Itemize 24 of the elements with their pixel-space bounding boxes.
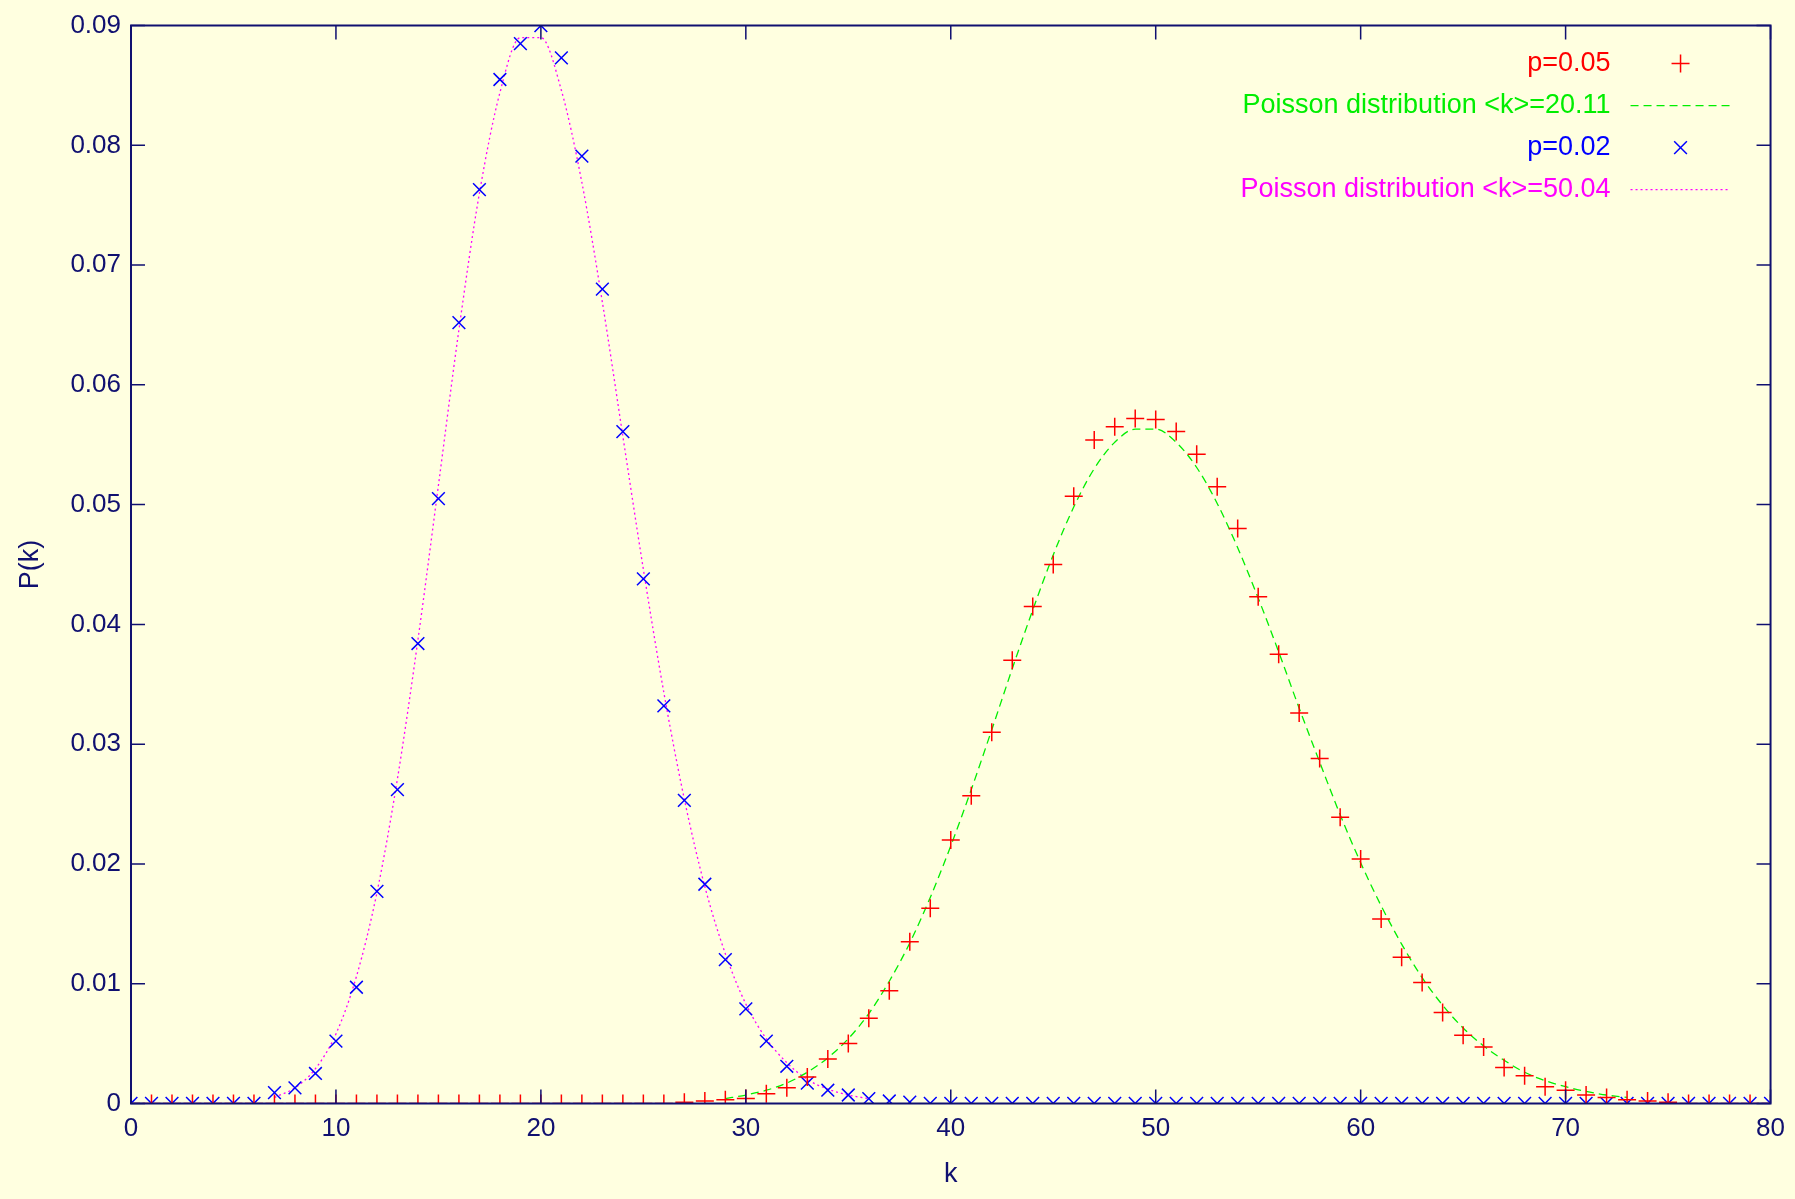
x-tick-label: 60 [1346,1112,1376,1143]
y-tick-label: 0.07 [70,248,121,279]
y-tick-label: 0.02 [70,847,121,878]
y-tick-label: 0.04 [70,607,121,638]
x-tick-label: 30 [731,1112,761,1143]
y-tick-label: 0 [106,1086,121,1117]
x-tick-label: 20 [526,1112,556,1143]
legend-label: p=0.02 [1527,131,1611,162]
legend-label: Poisson distribution <k>=20.11 [1242,89,1611,120]
x-tick-label: 40 [936,1112,966,1143]
y-tick-label: 0.03 [70,727,121,758]
x-tick-label: 80 [1756,1112,1785,1143]
y-tick-label: 0.06 [70,368,121,399]
legend-label: p=0.05 [1527,47,1611,78]
y-tick-label: 0.09 [70,8,121,39]
y-tick-label: 0.08 [70,128,121,159]
y-axis-title: P(k) [13,539,44,590]
x-axis-title: k [944,1158,959,1189]
y-tick-label: 0.05 [70,487,121,518]
x-tick-label: 50 [1141,1112,1171,1143]
legend-label: Poisson distribution <k>=50.04 [1240,173,1611,204]
x-tick-label: 70 [1551,1112,1581,1143]
y-tick-label: 0.01 [70,966,121,997]
x-tick-label: 10 [321,1112,351,1143]
